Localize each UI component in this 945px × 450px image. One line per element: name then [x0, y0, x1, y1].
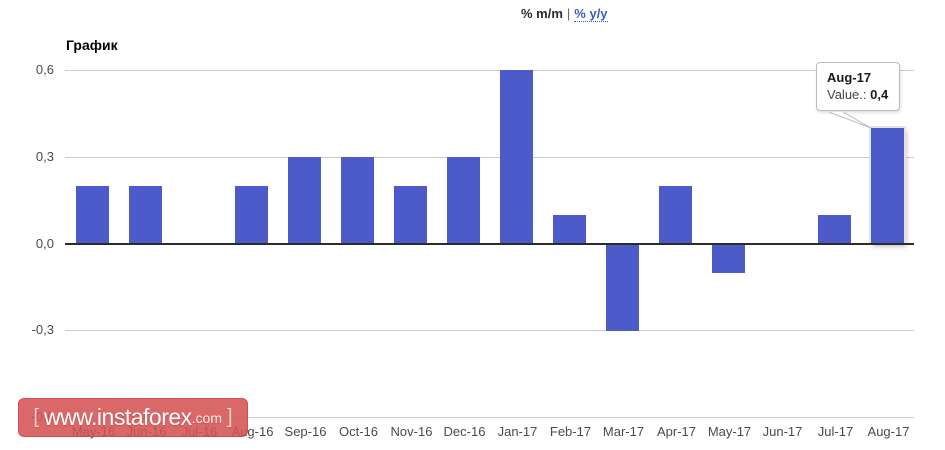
watermark-domain-suffix: .com	[191, 409, 222, 426]
watermark-link[interactable]: [www.instaforex .com]	[18, 398, 248, 437]
watermark-bracket-right: ]	[227, 406, 233, 428]
gridline	[65, 417, 914, 418]
plot-area	[65, 70, 914, 418]
zero-axis-line	[65, 242, 914, 245]
x-axis-label: Jun-17	[762, 424, 803, 439]
gridline	[65, 70, 914, 71]
bar[interactable]	[818, 215, 851, 243]
bar[interactable]	[500, 70, 533, 243]
bar[interactable]	[606, 245, 639, 331]
watermark-text: www.instaforex	[43, 404, 192, 430]
x-axis-label: Feb-17	[549, 424, 592, 439]
watermark-bracket-left: [	[33, 406, 39, 428]
view-tabs: % m/m |% y/y	[521, 6, 608, 22]
tooltip-title: Aug-17	[827, 70, 872, 85]
tooltip-value: 0,4	[870, 87, 889, 102]
bar[interactable]	[76, 186, 109, 243]
tab-percent-yy[interactable]: % y/y	[574, 6, 608, 22]
bar[interactable]	[659, 186, 692, 243]
tooltip: Aug-17 Value.: 0,4	[816, 62, 900, 111]
bar[interactable]	[341, 157, 374, 243]
tab-separator: |	[566, 6, 571, 21]
y-axis-tick-label: -0,3	[31, 322, 54, 338]
bar[interactable]	[712, 245, 745, 273]
bar[interactable]	[129, 186, 162, 243]
x-axis-label: Mar-17	[602, 424, 645, 439]
gridline	[65, 330, 914, 331]
tooltip-pointer	[828, 112, 872, 129]
y-axis-tick-label: 0,3	[35, 148, 54, 164]
tooltip-value-row: Value.: 0,4	[827, 86, 889, 103]
gridline	[65, 157, 914, 158]
x-axis-label: May-17	[707, 424, 752, 439]
bar[interactable]	[553, 215, 586, 243]
bar[interactable]	[447, 157, 480, 243]
x-axis-label: Sep-16	[284, 424, 327, 439]
y-axis-tick-label: 0,0	[35, 235, 54, 251]
x-axis-label: Jul-17	[817, 424, 854, 439]
chart-title: График	[66, 37, 118, 53]
x-axis-label: Nov-16	[390, 424, 433, 439]
x-axis-label: Apr-17	[656, 424, 697, 439]
bar-highlighted[interactable]	[871, 128, 904, 243]
bar[interactable]	[235, 186, 268, 243]
tab-percent-mm[interactable]: % m/m	[521, 6, 563, 21]
bar[interactable]	[288, 157, 321, 243]
y-axis-tick-label: 0,6	[35, 62, 54, 77]
tooltip-value-label: Value.:	[827, 87, 867, 102]
x-axis-label: Oct-16	[338, 424, 378, 439]
x-axis-label: Jan-17	[497, 424, 538, 439]
x-axis-label: Dec-16	[443, 424, 486, 439]
bar[interactable]	[394, 186, 427, 243]
x-axis-label: Aug-17	[867, 424, 910, 439]
